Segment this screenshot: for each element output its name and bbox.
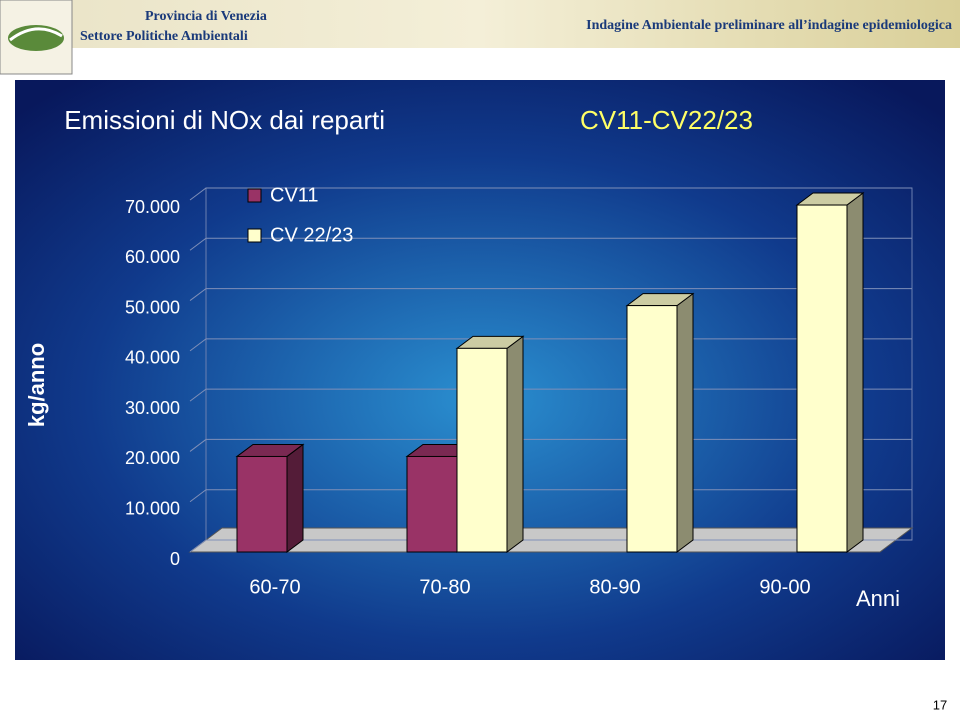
page-number: 17 bbox=[933, 697, 947, 712]
plot: 0 10.000 20.000 30.000 40.000 50.000 60.000 70.… bbox=[125, 184, 914, 598]
bar-side bbox=[676, 292, 694, 553]
dept: Settore Politiche Ambientali bbox=[80, 29, 248, 44]
grid-line bbox=[189, 288, 912, 301]
legend-label: CV 22/23 bbox=[270, 224, 353, 246]
grid-line bbox=[189, 237, 912, 251]
grid-line bbox=[189, 187, 912, 201]
chart-title: Emissioni di NOx dai reparti bbox=[64, 105, 385, 135]
y-tick-label: 10.000 bbox=[125, 498, 180, 518]
y-tick-label: 40.000 bbox=[125, 348, 180, 368]
y-tick-label: 60.000 bbox=[125, 247, 180, 267]
y-tick-label: 0 bbox=[170, 549, 180, 569]
legend-swatch bbox=[247, 188, 262, 203]
org: Provincia di Venezia bbox=[145, 9, 267, 24]
legend-swatch bbox=[247, 228, 262, 243]
y-tick-label: 20.000 bbox=[125, 448, 180, 468]
header-band bbox=[0, 0, 960, 48]
x-tick-label: 80-90 bbox=[589, 576, 640, 598]
y-tick-label: 70.000 bbox=[125, 197, 180, 217]
y-tick-label: 30.000 bbox=[125, 398, 180, 418]
y-tick-label: 50.000 bbox=[125, 297, 180, 317]
x-tick-label: 90-00 bbox=[759, 576, 810, 598]
y-axis-label: kg/anno bbox=[24, 343, 49, 427]
chart-subtitle: CV11-CV22/23 bbox=[580, 105, 753, 135]
bar bbox=[456, 347, 508, 553]
x-tick-label: 70-80 bbox=[419, 576, 470, 598]
x-tick-label: 60-70 bbox=[249, 576, 300, 598]
bar bbox=[236, 455, 288, 553]
project: Indagine Ambientale preliminare all’inda… bbox=[586, 18, 952, 33]
bar bbox=[406, 455, 458, 553]
x-axis-label: Anni bbox=[856, 586, 900, 611]
bar-side bbox=[506, 335, 524, 553]
logo-mark bbox=[9, 27, 63, 42]
bar bbox=[626, 305, 678, 553]
bar-side bbox=[846, 192, 864, 553]
bar-side bbox=[286, 443, 304, 553]
bar bbox=[796, 204, 848, 553]
legend-label: CV11 bbox=[270, 184, 319, 206]
